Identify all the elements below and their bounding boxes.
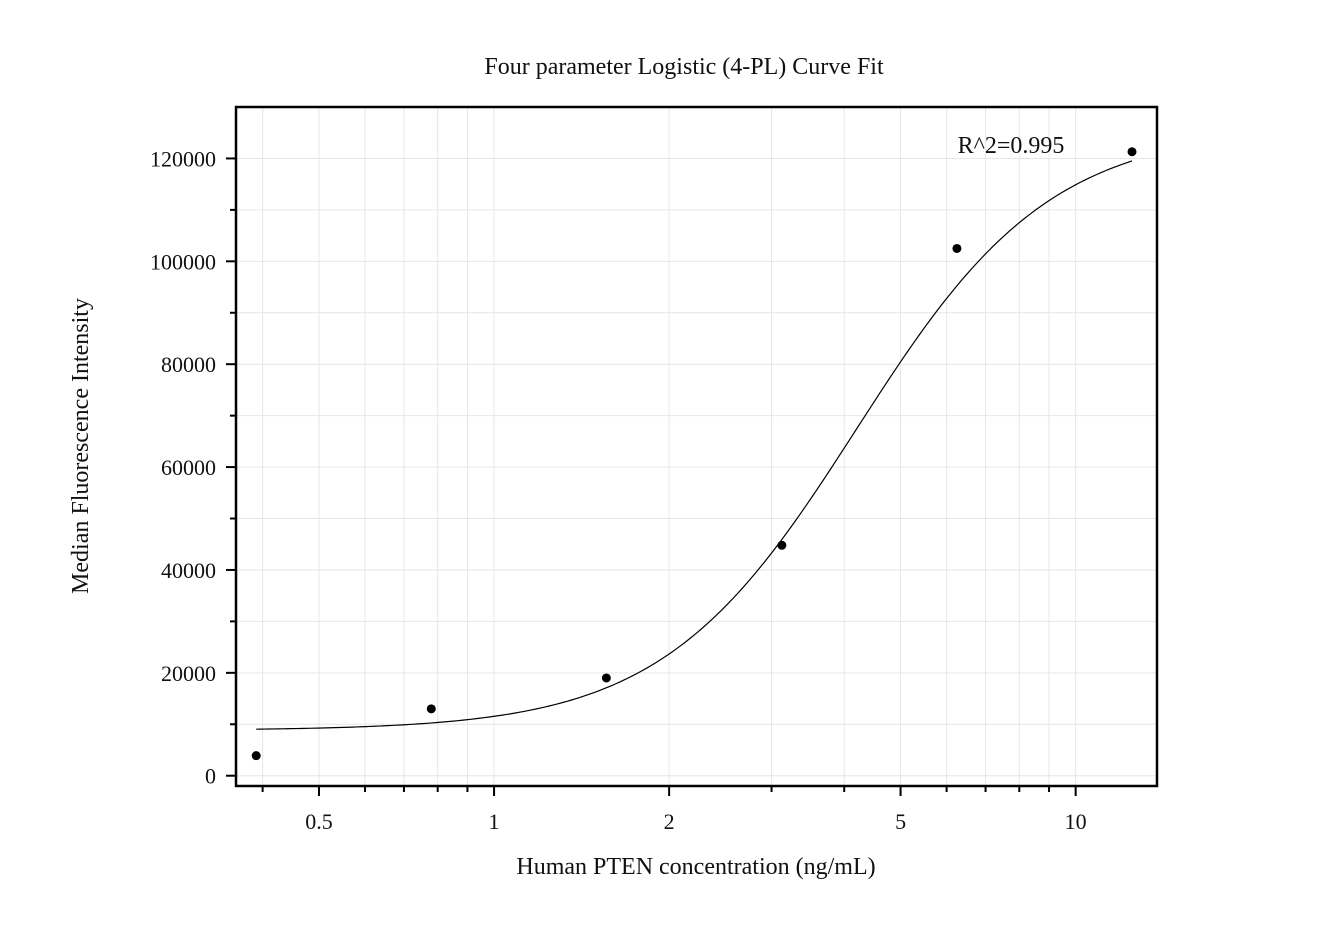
y-tick-label: 40000: [161, 558, 216, 583]
y-tick-label: 120000: [150, 146, 216, 171]
y-tick-label: 0: [205, 764, 216, 789]
chart-title: Four parameter Logistic (4-PL) Curve Fit: [484, 54, 884, 80]
data-point: [777, 540, 787, 550]
x-tick-label: 5: [895, 809, 906, 834]
data-point: [1127, 147, 1137, 157]
x-tick-label: 0.5: [305, 809, 333, 834]
x-tick-label: 10: [1065, 809, 1087, 834]
data-point: [426, 704, 436, 714]
x-tick-label: 1: [489, 809, 500, 834]
grid: [236, 107, 1157, 786]
axis-ticks: [226, 157, 1077, 796]
data-points: [251, 147, 1137, 761]
data-point: [952, 243, 962, 253]
y-tick-label: 80000: [161, 352, 216, 377]
y-tick-label: 60000: [161, 455, 216, 480]
r-squared-annotation: R^2=0.995: [958, 133, 1065, 159]
tick-labels: 0 20000 40000 60000 80000 100000 120000 0.5 1 2 5 1…: [150, 146, 1087, 834]
y-tick-label: 100000: [150, 249, 216, 274]
data-point: [601, 673, 611, 683]
y-axis-label: Median Fluorescence Intensity: [68, 298, 94, 594]
x-axis-label: Human PTEN concentration (ng/mL): [516, 854, 875, 880]
y-tick-label: 20000: [161, 661, 216, 686]
plot-frame: [234, 105, 1159, 788]
fit-curve: [256, 160, 1133, 730]
x-tick-label: 2: [664, 809, 675, 834]
data-point: [251, 751, 261, 761]
